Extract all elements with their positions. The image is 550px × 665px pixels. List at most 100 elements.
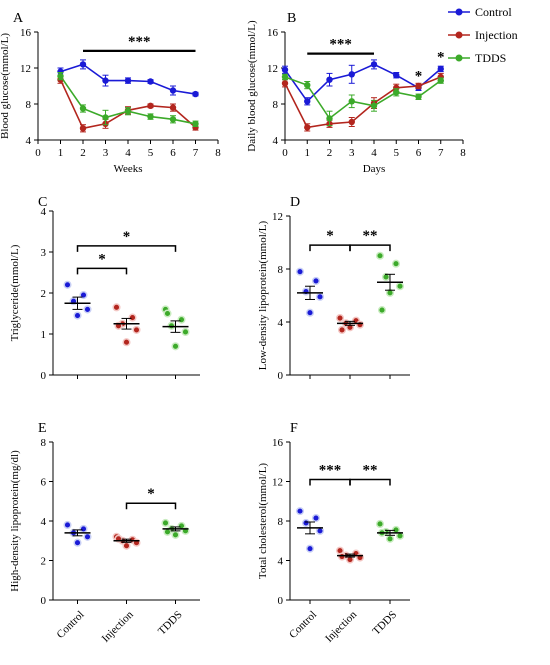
- data-point-tdds: [381, 272, 391, 282]
- data-point-injection: [348, 118, 355, 126]
- data-point-tdds: [124, 108, 132, 115]
- data-point-tdds: [57, 72, 64, 80]
- x-tick-label: 2: [80, 147, 86, 159]
- data-point-injection: [132, 325, 141, 334]
- legend-item-injection: Injection: [448, 28, 518, 42]
- panel-letter: C: [38, 195, 47, 210]
- significance-bracket: [125, 502, 177, 510]
- data-point-injection: [393, 84, 400, 92]
- y-tick-label: 4: [41, 516, 47, 528]
- data-point-control: [370, 61, 378, 68]
- data-point-control: [311, 276, 321, 285]
- significance-bracket: [76, 245, 177, 252]
- data-point-tdds: [79, 105, 87, 112]
- y-tick-label: 4: [278, 317, 284, 329]
- panel-letter: E: [38, 421, 47, 436]
- data-point-control: [315, 292, 325, 301]
- y-tick-label: 4: [273, 135, 279, 147]
- y-tick-label: 8: [278, 516, 284, 528]
- y-tick-label: 2: [41, 556, 47, 568]
- x-category-label: Injection: [323, 608, 359, 644]
- y-tick-label: 12: [20, 63, 31, 75]
- x-category-label: Injection: [100, 608, 136, 644]
- significance-bracket: [309, 478, 351, 486]
- panel-letter: F: [290, 421, 298, 436]
- panel-letter: D: [290, 195, 300, 210]
- data-point-control: [79, 524, 88, 533]
- data-point-injection: [79, 125, 87, 132]
- y-tick-label: 16: [272, 437, 284, 449]
- x-axis-label: Weeks: [113, 163, 142, 175]
- data-point-tdds: [192, 120, 199, 128]
- data-point-control: [281, 66, 289, 74]
- panel-f-total-cholesterol: F 0 4 8 12 16 Total cholesterol(mmol/L) Control…: [257, 421, 410, 645]
- significance-bracket: [76, 267, 128, 275]
- data-point-injection: [281, 80, 289, 87]
- x-tick-label: 0: [35, 147, 41, 159]
- y-tick-label: 4: [26, 135, 32, 147]
- x-tick-label: 8: [215, 147, 221, 159]
- data-point-tdds: [437, 77, 444, 84]
- x-tick-label: 4: [371, 147, 377, 159]
- data-point-control: [305, 308, 315, 317]
- significance-bracket: [309, 244, 351, 252]
- data-point-control: [147, 78, 154, 85]
- data-point-tdds: [385, 534, 395, 543]
- data-point-injection: [122, 541, 131, 550]
- data-point-control: [124, 77, 132, 84]
- data-point-control: [73, 538, 82, 547]
- x-tick-label: 1: [305, 147, 311, 159]
- y-tick-label: 6: [41, 477, 47, 489]
- x-tick-label: 6: [170, 147, 176, 159]
- data-point-injection: [112, 303, 121, 312]
- y-axis-label: Daily blood glucose(mmol/L): [246, 20, 258, 152]
- x-tick-label: 5: [148, 147, 154, 159]
- x-category-label: TDDS: [156, 609, 185, 638]
- y-tick-label: 3: [41, 247, 47, 259]
- data-point-injection: [337, 325, 347, 335]
- data-point-tdds: [415, 93, 422, 101]
- data-point-control: [437, 65, 444, 73]
- y-tick-label: 16: [20, 27, 32, 39]
- data-point-injection: [355, 320, 365, 329]
- data-point-injection: [122, 338, 131, 347]
- significance-bracket: [349, 478, 391, 486]
- x-tick-label: 0: [282, 147, 288, 159]
- significance-label: **: [363, 463, 378, 479]
- data-point-injection: [415, 82, 422, 90]
- y-axis-label: Low-density lipoprotein(mmol/L): [257, 220, 269, 370]
- data-point-control: [192, 90, 199, 98]
- x-tick-label: 2: [327, 147, 333, 159]
- y-tick-label: 4: [278, 556, 284, 568]
- data-point-control: [301, 287, 311, 296]
- data-point-tdds: [281, 73, 289, 81]
- x-tick-label: 3: [103, 147, 109, 159]
- data-point-control: [326, 76, 333, 83]
- data-point-tdds: [147, 113, 154, 120]
- panel-letter: B: [287, 11, 296, 26]
- data-point-control: [83, 305, 92, 314]
- data-point-tdds: [177, 315, 186, 324]
- y-tick-label: 16: [267, 27, 279, 39]
- data-point-control: [305, 544, 315, 553]
- data-point-tdds: [377, 306, 387, 315]
- data-point-control: [57, 68, 64, 75]
- x-category-label: TDDS: [370, 609, 399, 638]
- significance-label: ***: [329, 37, 352, 53]
- data-point-control: [83, 532, 92, 541]
- x-tick-label: 7: [438, 147, 444, 159]
- y-tick-label: 8: [41, 437, 47, 449]
- data-point-tdds: [348, 98, 355, 105]
- significance-label: *: [437, 50, 445, 66]
- y-axis-label: Total cholesterol(mmol/L): [257, 463, 269, 580]
- data-point-tdds: [326, 115, 333, 122]
- panel-e-hdl: E 0 2 4 6 8 High-density lipoprotein(mg/dl) Con…: [9, 421, 200, 645]
- panel-letter: A: [13, 11, 24, 26]
- legend-label-control: Control: [475, 5, 512, 19]
- y-tick-label: 0: [41, 370, 47, 382]
- data-point-control: [63, 520, 72, 530]
- y-tick-label: 0: [41, 595, 47, 607]
- y-tick-label: 4: [41, 206, 47, 218]
